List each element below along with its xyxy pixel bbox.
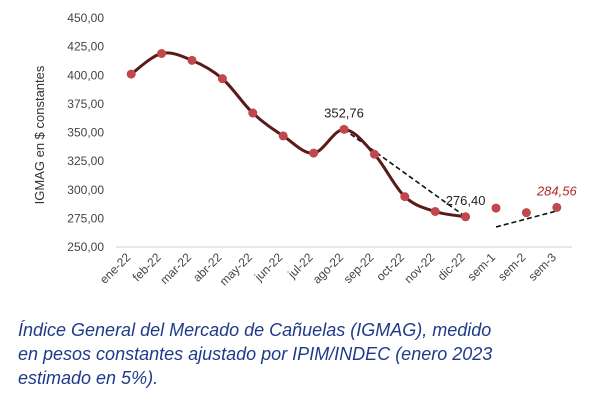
x-tick-label: sem-3 (525, 250, 559, 284)
data-label: 284,56 (536, 183, 578, 198)
data-points (126, 48, 562, 222)
y-tick-label: 400,00 (67, 68, 104, 82)
data-point (248, 108, 258, 118)
series-lines (129, 51, 468, 219)
series-line (129, 51, 468, 219)
data-point (521, 208, 531, 218)
x-tick-label: mar-22 (157, 250, 194, 287)
data-point (369, 149, 379, 159)
data-point (278, 131, 288, 141)
chart-caption: Índice General del Mercado de Cañuelas (… (18, 318, 588, 390)
data-point (552, 202, 562, 212)
data-point (400, 192, 410, 202)
data-label: 352,76 (324, 105, 364, 120)
data-annotations: 352,76 276,40 284,56 (324, 105, 577, 207)
x-tick-label: sem-1 (465, 250, 499, 284)
data-point (461, 212, 471, 222)
y-axis-ticks: 250,00 275,00 300,00 325,00 350,00 375,00 400,… (67, 11, 104, 254)
x-tick-label: sep-22 (341, 250, 377, 286)
x-tick-label: jun-22 (251, 250, 285, 284)
y-tick-label: 450,00 (67, 11, 104, 25)
y-tick-label: 325,00 (67, 154, 104, 168)
data-point (339, 124, 349, 134)
caption-line-3: estimado en 5%). (18, 368, 159, 388)
data-label: 276,40 (446, 193, 486, 208)
y-axis-title-group: IGMAG en $ constantes (32, 65, 47, 204)
y-tick-label: 350,00 (67, 126, 104, 140)
x-tick-label: ago-22 (310, 250, 347, 287)
data-point (430, 207, 440, 217)
y-tick-label: 375,00 (67, 97, 104, 111)
y-tick-label: 300,00 (67, 183, 104, 197)
data-point (126, 69, 136, 79)
y-axis-title: IGMAG en $ constantes (32, 65, 47, 204)
y-tick-label: 425,00 (67, 40, 104, 54)
x-tick-label: dic-22 (435, 250, 468, 283)
x-tick-label: ene-22 (97, 250, 134, 287)
caption-line-1: Índice General del Mercado de Cañuelas (… (18, 320, 492, 340)
x-tick-label: may-22 (217, 250, 255, 288)
x-tick-label: sem-2 (495, 250, 529, 284)
igmag-line-chart: IGMAG en $ constantes 250,00 275,00 300,00… (32, 11, 577, 288)
data-point (157, 48, 167, 58)
data-point (187, 55, 197, 65)
caption-line-2: en pesos constantes ajustado por IPIM/IN… (18, 344, 493, 364)
data-point (217, 74, 227, 84)
data-point (491, 203, 501, 213)
y-tick-label: 250,00 (67, 240, 104, 254)
data-point (309, 148, 319, 158)
x-tick-label: nov-22 (401, 250, 437, 286)
y-tick-label: 275,00 (67, 211, 104, 225)
x-tick-label: oct-22 (373, 250, 407, 284)
trend-line (495, 210, 558, 228)
